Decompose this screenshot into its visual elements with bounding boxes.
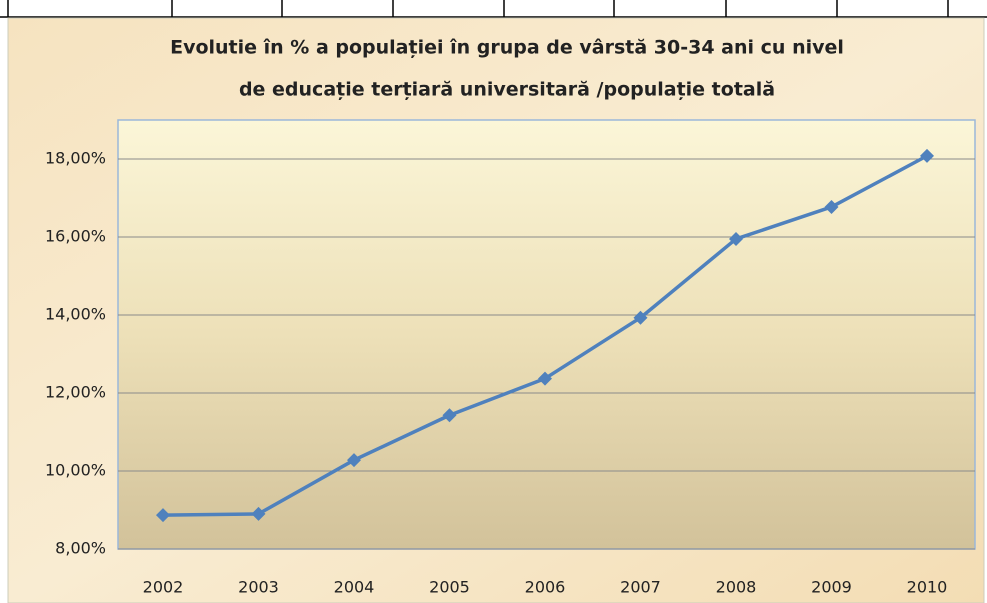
marker	[729, 231, 743, 246]
chart-title: Evolutie în % a populației în grupa de v…	[170, 37, 844, 59]
plot-area	[117, 119, 976, 550]
marker	[251, 506, 266, 521]
x-tick-label: 2010	[907, 578, 948, 597]
y-tick-label: 10,00%	[45, 461, 106, 480]
x-tick-label: 2009	[811, 578, 852, 597]
marker	[442, 408, 457, 423]
x-tick-label: 2006	[525, 578, 566, 597]
marker	[920, 148, 934, 163]
marker	[538, 371, 552, 386]
table-border	[0, 0, 987, 18]
x-tick-label: 2003	[238, 578, 279, 597]
y-tick-label: 16,00%	[45, 227, 106, 246]
x-tick-label: 2005	[429, 578, 470, 597]
y-tick-label: 18,00%	[45, 149, 106, 168]
x-tick-label: 2002	[143, 578, 184, 597]
x-tick-label: 2007	[620, 578, 661, 597]
x-tick-label: 2004	[334, 578, 375, 597]
y-tick-label: 12,00%	[45, 383, 106, 402]
marker	[347, 453, 361, 468]
marker	[633, 310, 648, 325]
chart-title: de educație terțiară universitară /popul…	[239, 79, 775, 101]
marker	[156, 508, 170, 523]
y-tick-label: 8,00%	[55, 539, 106, 558]
y-tick-label: 14,00%	[45, 305, 106, 324]
x-tick-label: 2008	[716, 578, 757, 597]
marker	[824, 199, 839, 214]
